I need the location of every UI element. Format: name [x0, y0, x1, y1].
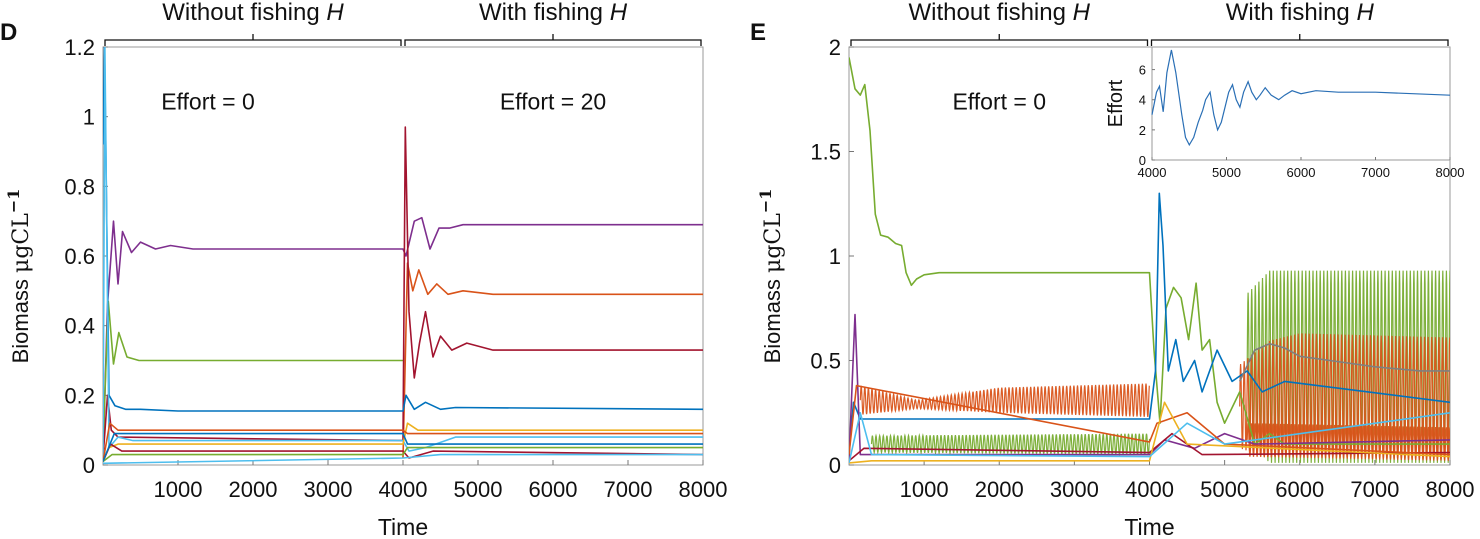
x-tick-label: 2000 [975, 477, 1024, 502]
inset-x-tick-label: 7000 [1361, 165, 1390, 180]
series-line-oscillating [870, 433, 1151, 457]
y-axis-label: Biomass μgCL−1 [756, 189, 786, 364]
x-tick-label: 6000 [529, 477, 578, 502]
phase-bracket [1150, 34, 1449, 46]
phase-bracket [404, 34, 702, 46]
y-axis-label: Biomass μgCL−1 [4, 189, 34, 364]
y-tick-label: 0 [83, 453, 95, 478]
panel-letter-d: D [0, 19, 17, 46]
x-tick-label: 3000 [1050, 477, 1099, 502]
y-tick-label: 0.6 [64, 244, 95, 269]
y-tick-label: 2 [829, 35, 841, 60]
inset-y-tick-label: 2 [1139, 123, 1146, 138]
x-axis-label: Time [1124, 514, 1174, 539]
effort-annotation: Effort = 20 [500, 89, 606, 115]
inset-chart: 4000 5000 6000 7000 8000 0 2 4 6 Effort [1105, 46, 1465, 180]
panel-d: D Without fishing H With fishing H 1000 2000… [0, 0, 727, 539]
effort-annotation: Effort = 0 [952, 89, 1046, 115]
y-tick-label: 0 [829, 453, 841, 478]
inset-y-tick-label: 6 [1139, 63, 1146, 78]
y-tick-label: 0.5 [810, 349, 841, 374]
phase-label: Without fishing H [909, 0, 1091, 26]
series-line [103, 422, 703, 462]
x-axis-label: Time [378, 514, 428, 539]
series-line [103, 300, 403, 448]
series-line [103, 47, 703, 459]
y-tick-label: 1.2 [64, 35, 95, 60]
phase-label: Without fishing H [162, 0, 344, 26]
x-tick-label: 7000 [604, 477, 653, 502]
x-tick-label: 7000 [1350, 477, 1399, 502]
inset-x-tick-label: 5000 [1212, 165, 1241, 180]
y-tick-label: 1 [829, 244, 841, 269]
inset-x-tick-label: 4000 [1138, 165, 1167, 180]
x-tick-label: 6000 [1275, 477, 1324, 502]
series-line [103, 216, 703, 459]
effort-annotation: Effort = 0 [161, 89, 255, 115]
series-line [1238, 343, 1450, 382]
x-tick-label: 5000 [454, 477, 503, 502]
series-line [849, 432, 1450, 462]
x-tick-label: 1000 [900, 477, 949, 502]
series-line [103, 453, 703, 465]
inset-y-axis-label: Effort [1105, 79, 1127, 127]
inset-frame [1151, 46, 1451, 161]
series-line [849, 57, 1450, 445]
series-line [849, 192, 1450, 455]
inset-series-line [1151, 49, 1451, 147]
series-line [849, 401, 1450, 464]
x-tick-label: 1000 [154, 477, 203, 502]
x-tick-label: 8000 [1426, 477, 1475, 502]
inset-x-tick-label: 6000 [1287, 165, 1316, 180]
x-tick-label: 3000 [304, 477, 353, 502]
phase-bracket [850, 34, 1149, 46]
x-tick-label: 2000 [229, 477, 278, 502]
series-line [103, 432, 703, 462]
y-tick-label: 0.4 [64, 314, 95, 339]
phase-label: With fishing H [1226, 0, 1375, 26]
panel-letter-e: E [750, 19, 766, 46]
inset-x-tick-label: 8000 [1436, 165, 1465, 180]
phase-bracket [104, 34, 402, 46]
y-tick-label: 0.8 [64, 174, 95, 199]
series-line [402, 262, 703, 459]
x-tick-label: 5000 [1200, 477, 1249, 502]
series-line [103, 47, 703, 412]
x-tick-label: 8000 [679, 477, 728, 502]
series-line [849, 412, 1450, 464]
series-line-oscillating [859, 383, 1150, 417]
y-tick-label: 1.5 [810, 140, 841, 165]
x-tick-label: 4000 [1125, 477, 1174, 502]
x-tick-label: 4000 [379, 477, 428, 502]
phase-label: With fishing H [479, 0, 628, 26]
inset-y-tick-label: 0 [1139, 153, 1146, 168]
y-tick-label: 0.2 [64, 383, 95, 408]
y-tick-label: 1 [83, 105, 95, 130]
series-line [103, 446, 703, 463]
inset-y-tick-label: 4 [1139, 93, 1146, 108]
